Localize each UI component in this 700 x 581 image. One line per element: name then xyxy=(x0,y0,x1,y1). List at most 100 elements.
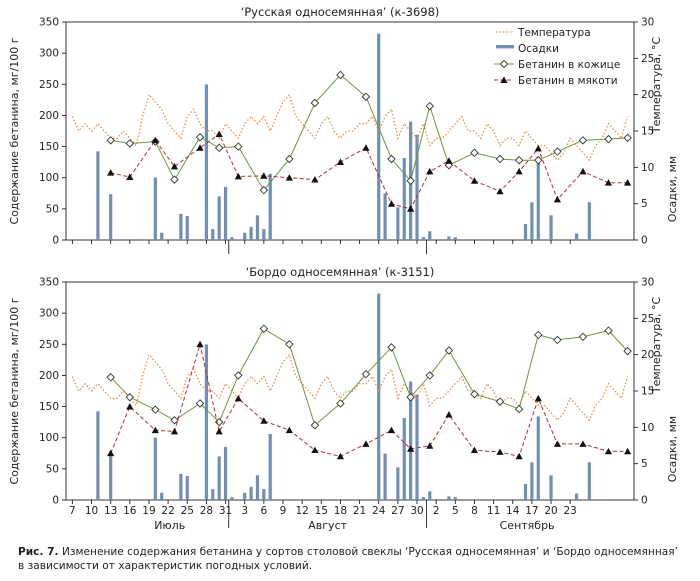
betanin-pulp-marker xyxy=(234,394,242,402)
x-tick-label: 20 xyxy=(544,505,557,517)
precipitation-bar xyxy=(230,497,234,500)
precipitation-bar xyxy=(415,394,419,500)
betanin-pulp-marker xyxy=(534,394,542,402)
betanin-skin-marker xyxy=(578,332,588,342)
betanin-skin-marker xyxy=(495,154,505,164)
month-label: Сентябрь xyxy=(500,519,555,532)
temperature-line xyxy=(71,93,629,162)
right-tick-label: 10 xyxy=(641,162,654,174)
x-tick-label: 12 xyxy=(295,505,308,517)
precipitation-bar xyxy=(415,134,419,240)
betanin-pulp-marker xyxy=(624,447,632,455)
right-axis-title-temperature: Температура, °С xyxy=(650,37,663,135)
betanin-pulp-marker xyxy=(515,167,523,175)
betanin-pulp-marker xyxy=(215,130,223,137)
precipitation-bar xyxy=(549,475,553,500)
precipitation-bar xyxy=(428,231,432,240)
precipitation-bar xyxy=(109,454,113,500)
betanin-skin-marker xyxy=(285,154,294,164)
precipitation-bar xyxy=(383,193,387,240)
left-tick-label: 100 xyxy=(39,172,59,184)
legend-pulp-marker xyxy=(500,76,508,83)
precipitation-bar xyxy=(223,446,228,500)
betanin-skin-marker xyxy=(623,346,632,356)
chart-panel-2: 050100150200250300350051015202530Содержа… xyxy=(8,265,679,528)
right-tick-label: 5 xyxy=(641,198,648,210)
betanin-pulp-marker xyxy=(604,447,613,455)
betanin-skin-marker xyxy=(195,132,205,142)
left-tick-label: 100 xyxy=(39,432,59,444)
betanin-skin-marker xyxy=(604,326,613,335)
legend-pulp-label: Бетанин в мякоти xyxy=(518,75,618,87)
precipitation-bar xyxy=(179,473,183,500)
precipitation-bar xyxy=(421,497,425,500)
betanin-skin-marker xyxy=(234,142,243,151)
betanin-skin-marker xyxy=(425,371,435,380)
betanin-pulp-marker xyxy=(470,446,479,454)
x-tick-label: 22 xyxy=(161,505,174,517)
betanin-pulp-marker xyxy=(196,340,204,348)
betanin-skin-marker xyxy=(170,416,179,425)
left-tick-label: 0 xyxy=(52,235,59,247)
precipitation-bar xyxy=(377,33,381,241)
left-tick-label: 0 xyxy=(52,495,59,507)
betanin-skin-marker xyxy=(106,136,115,145)
precipitation-bar xyxy=(204,84,209,240)
precipitation-bar xyxy=(574,493,579,500)
x-tick-label: 3 xyxy=(241,505,248,517)
precipitation-bar xyxy=(402,157,406,240)
precipitation-bar xyxy=(96,411,100,500)
precipitation-bar xyxy=(574,233,579,240)
right-tick-label: 15 xyxy=(641,386,654,398)
betanin-pulp-marker xyxy=(407,205,415,212)
betanin-pulp-marker xyxy=(362,440,370,447)
betanin-skin-marker xyxy=(195,399,205,408)
betanin-pulp-marker xyxy=(604,179,613,186)
caption-label: Рис. 7. xyxy=(18,546,59,558)
month-label: Август xyxy=(308,519,347,532)
precipitation-bar xyxy=(249,486,253,500)
legend-precipitation-swatch xyxy=(496,45,514,49)
betanin-pulp-line xyxy=(110,133,628,210)
left-tick-label: 300 xyxy=(39,308,59,320)
x-tick-label: 5 xyxy=(452,505,459,517)
left-tick-label: 200 xyxy=(39,370,59,382)
precipitation-bar xyxy=(262,229,266,240)
x-tick-label: 27 xyxy=(391,505,404,517)
precipitation-bar xyxy=(447,496,451,500)
x-tick-label: 25 xyxy=(181,505,194,517)
betanin-pulp-marker xyxy=(445,411,453,418)
x-tick-label: 31 xyxy=(219,505,232,517)
left-tick-label: 50 xyxy=(46,463,59,475)
legend-temperature-label: Температура xyxy=(517,27,591,39)
betanin-skin-marker xyxy=(406,392,415,402)
betanin-pulp-marker xyxy=(170,427,179,435)
betanin-pulp-marker xyxy=(126,402,134,410)
precipitation-bar xyxy=(217,456,221,500)
right-axis-title-temperature: Температура, °С xyxy=(650,297,663,395)
chart-title: ‘Бордо односемянная’ (к-3151) xyxy=(246,265,435,279)
left-tick-label: 300 xyxy=(39,48,59,60)
betanin-pulp-marker xyxy=(196,144,204,151)
chart-panel-1: 0 50 100 150 200 250 300 350 0 5 10 15 20 25 30 Содержа… xyxy=(8,5,679,254)
precipitation-bar xyxy=(402,417,406,500)
betanin-skin-marker xyxy=(361,92,371,101)
betanin-pulp-marker xyxy=(496,187,504,195)
betanin-skin-marker xyxy=(285,340,294,349)
betanin-skin-marker xyxy=(125,392,135,402)
precipitation-bar xyxy=(96,151,100,240)
betanin-skin-marker xyxy=(514,156,524,165)
betanin-pulp-marker xyxy=(387,426,396,434)
legend-skin-marker xyxy=(499,59,509,69)
betanin-skin-marker xyxy=(534,156,543,165)
precipitation-bar xyxy=(217,196,221,240)
precipitation-bar xyxy=(243,232,247,240)
left-tick-label: 200 xyxy=(39,110,59,122)
betanin-pulp-marker xyxy=(126,173,134,180)
x-tick-label: 11 xyxy=(487,505,500,517)
x-tick-label: 6 xyxy=(260,505,267,517)
betanin-pulp-marker xyxy=(311,175,319,183)
x-tick-label: 15 xyxy=(315,505,328,517)
betanin-pulp-marker xyxy=(311,446,319,454)
left-tick-label: 250 xyxy=(39,79,59,91)
